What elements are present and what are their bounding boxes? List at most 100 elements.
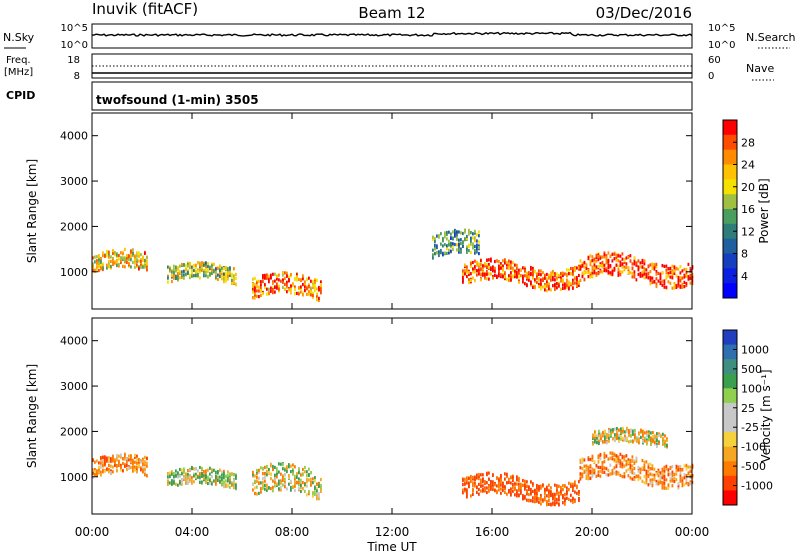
power-cell — [482, 266, 484, 270]
vel-cell — [500, 478, 502, 482]
vel-cell — [282, 467, 284, 471]
vel-cell — [629, 476, 632, 480]
power-cell — [591, 274, 594, 278]
vel-cell — [605, 473, 608, 477]
power-cell — [583, 272, 586, 276]
vel-cell — [298, 480, 300, 485]
power-cell — [213, 262, 215, 266]
vel-cell — [502, 481, 504, 486]
vel-cell — [116, 454, 118, 458]
vel-cell — [488, 471, 490, 475]
vel-cell — [138, 458, 140, 462]
power-cell — [118, 262, 120, 266]
power-cell — [480, 268, 482, 272]
power-cell — [112, 262, 114, 266]
power-cell — [474, 265, 476, 269]
vel-cell — [185, 475, 187, 479]
vel-cell — [290, 464, 292, 468]
vel-cell — [583, 464, 586, 468]
vel-cell — [280, 472, 282, 476]
vel-cell — [654, 440, 656, 444]
power-cell — [661, 283, 664, 287]
vel-cell — [560, 492, 562, 496]
power-cell — [173, 273, 175, 277]
time-tick-label: 16:00 — [475, 525, 510, 539]
power-cell — [173, 268, 175, 272]
vel-cell — [558, 502, 560, 506]
power-cell — [438, 251, 440, 256]
power-cell — [683, 280, 686, 284]
vel-cell — [548, 483, 550, 487]
power-cell — [438, 235, 440, 239]
power-cell — [466, 247, 468, 251]
vel-cell — [201, 471, 203, 475]
vel-cell — [256, 479, 258, 483]
vel-cell — [252, 470, 254, 474]
power-cell — [260, 293, 262, 297]
power-cell — [593, 257, 596, 261]
vel-cell — [92, 471, 94, 475]
vel-cell — [215, 470, 217, 474]
vel-cell — [506, 475, 508, 479]
power-cell — [122, 256, 124, 260]
vel-cell — [296, 472, 298, 476]
vel-cell — [623, 475, 626, 479]
power-cell — [144, 265, 146, 269]
power-cell — [304, 285, 306, 289]
power-cell — [456, 236, 458, 240]
vel-cell — [634, 428, 636, 432]
power-cell — [136, 251, 138, 255]
power-cell — [607, 263, 610, 267]
power-cell — [272, 281, 274, 285]
vel-cell — [201, 473, 203, 477]
power-cell — [221, 275, 223, 279]
vel-cell — [516, 475, 518, 479]
power-cell — [659, 276, 662, 280]
power-cell — [122, 252, 124, 256]
power-cell — [671, 271, 674, 275]
power-cell — [685, 270, 688, 274]
power-cell — [482, 272, 484, 276]
vel-cell — [516, 482, 518, 486]
power-cell — [633, 275, 636, 279]
power-cell — [474, 259, 476, 263]
power-cell — [494, 273, 496, 277]
vel-cell — [617, 455, 620, 459]
vel-cell — [227, 470, 229, 474]
vel-cell — [659, 480, 662, 484]
vel-cell — [256, 468, 258, 472]
velocity-colorbar-segment — [723, 373, 737, 389]
vel-cell — [482, 489, 484, 493]
vel-cell — [106, 456, 108, 460]
power-cell — [217, 266, 219, 270]
vel-cell — [235, 486, 237, 490]
vel-cell — [554, 492, 556, 496]
power-cell — [554, 282, 556, 287]
vel-cell — [470, 479, 472, 484]
vel-cell — [102, 460, 104, 464]
power-cell — [205, 270, 207, 274]
vel-cell — [657, 481, 660, 485]
vel-cell — [615, 457, 618, 461]
vel-cell — [264, 483, 266, 487]
cpid-label: CPID — [6, 89, 35, 102]
vel-cell — [556, 486, 558, 490]
power-cell — [264, 273, 266, 277]
vel-cell — [227, 479, 229, 483]
power-cell — [258, 285, 260, 289]
vel-cell — [536, 491, 538, 496]
power-cell — [621, 257, 624, 261]
power-cell — [223, 275, 225, 279]
power-cell — [631, 271, 634, 276]
power-cell — [601, 261, 604, 265]
power-cell — [252, 290, 254, 294]
vel-cell — [312, 477, 314, 481]
power-cell — [132, 260, 134, 265]
power-cell — [136, 258, 138, 262]
vel-cell — [661, 483, 664, 487]
vel-cell — [558, 484, 560, 488]
power-cell — [671, 276, 674, 280]
velocity-colorbar-segment — [723, 475, 737, 491]
vel-cell — [578, 490, 580, 494]
power-cell — [671, 264, 674, 268]
